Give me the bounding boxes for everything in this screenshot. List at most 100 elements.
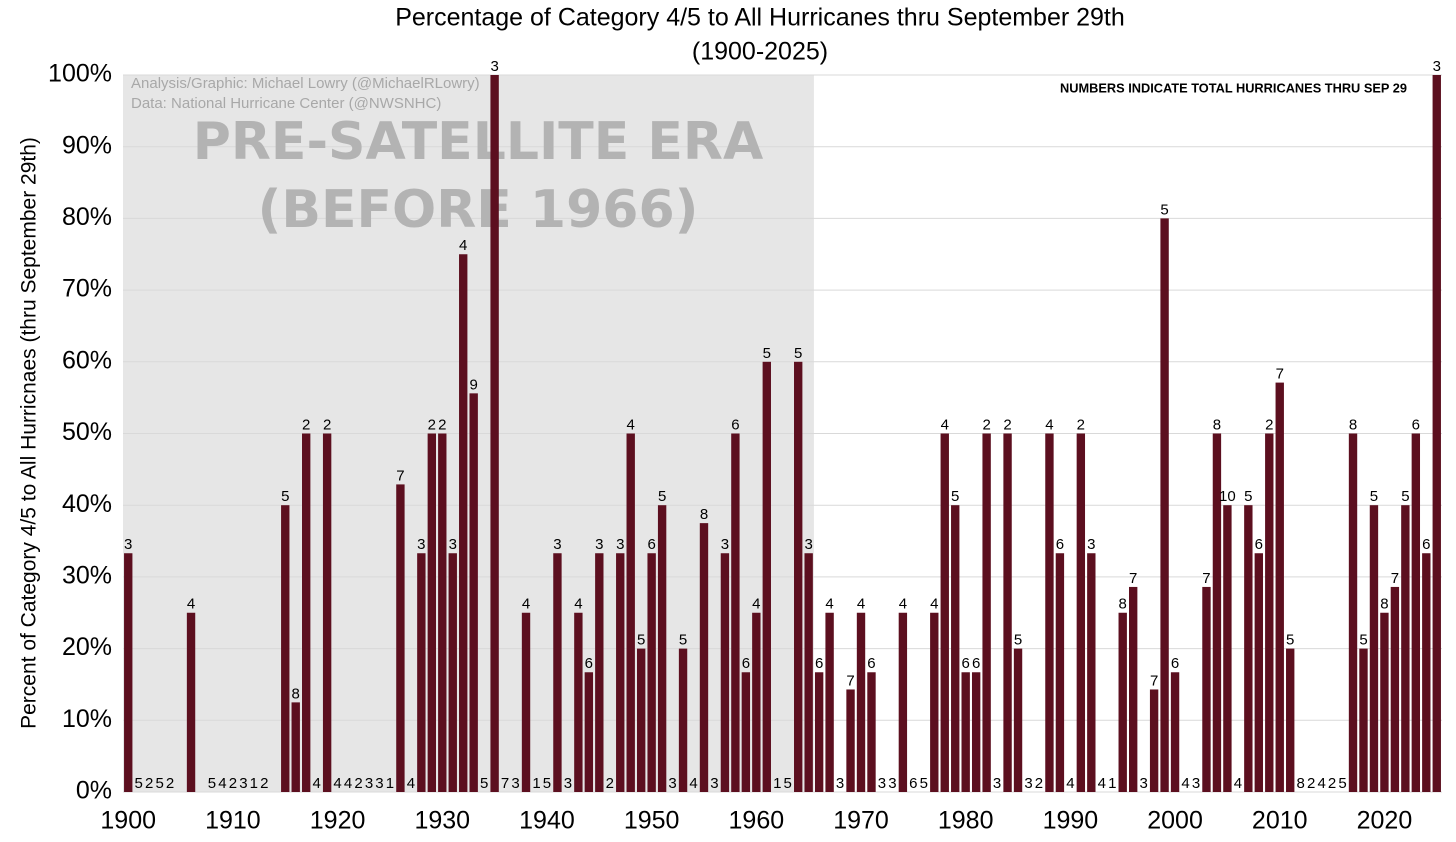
x-tick-label: 1950 — [624, 807, 680, 835]
bar — [982, 433, 991, 792]
y-tick-label: 90% — [62, 131, 112, 159]
total-label: 6 — [1422, 536, 1430, 553]
total-label: 2 — [323, 416, 331, 433]
total-label: 4 — [187, 596, 195, 613]
total-label: 7 — [501, 775, 509, 792]
total-label: 5 — [1370, 488, 1378, 505]
credit: Data: National Hurricane Center (@NWSNHC… — [131, 95, 441, 112]
total-label: 3 — [836, 775, 844, 792]
bar — [1401, 505, 1410, 792]
total-label: 5 — [658, 488, 666, 505]
bar — [1359, 648, 1368, 792]
total-label: 6 — [867, 655, 875, 672]
bar — [1076, 433, 1086, 792]
bar — [1286, 648, 1295, 792]
total-label: 4 — [344, 775, 352, 792]
bar — [1170, 672, 1180, 792]
bar — [1223, 505, 1232, 792]
bar — [186, 612, 196, 792]
bar — [1390, 586, 1400, 792]
total-label: 5 — [480, 775, 488, 792]
bar — [1128, 586, 1138, 792]
x-tick-label: 1980 — [938, 807, 994, 835]
y-tick-label: 0% — [76, 777, 112, 805]
total-label: 3 — [417, 536, 425, 553]
total-label: 8 — [292, 685, 300, 702]
x-tick-label: 1990 — [1043, 807, 1099, 835]
bar — [1380, 612, 1389, 792]
bar — [553, 553, 562, 792]
total-label: 7 — [1276, 366, 1284, 383]
x-tick-label: 1920 — [310, 807, 366, 835]
total-label: 4 — [857, 596, 865, 613]
total-label: 8 — [1119, 596, 1127, 613]
bar — [1149, 689, 1159, 792]
total-label: 3 — [668, 775, 676, 792]
total-label: 2 — [1003, 416, 1011, 433]
credit: Analysis/Graphic: Michael Lowry (@Michae… — [131, 75, 480, 92]
total-label: 3 — [511, 775, 519, 792]
total-label: 6 — [962, 655, 970, 672]
total-label: 4 — [218, 775, 226, 792]
total-label: 3 — [721, 536, 729, 553]
total-label: 7 — [1391, 570, 1399, 587]
total-label: 1 — [773, 775, 781, 792]
total-label: 6 — [742, 655, 750, 672]
total-label: 7 — [846, 672, 854, 689]
y-tick-label: 80% — [62, 203, 112, 231]
total-label: 5 — [155, 775, 163, 792]
total-label: 3 — [993, 775, 1001, 792]
bar — [626, 433, 635, 792]
total-label: 3 — [124, 536, 132, 553]
bar — [647, 553, 656, 792]
x-tick-label: 1970 — [833, 807, 889, 835]
x-tick-label: 1940 — [519, 807, 575, 835]
total-label: 2 — [1307, 775, 1315, 792]
bar — [1045, 433, 1054, 792]
total-label: 3 — [553, 536, 561, 553]
total-label: 6 — [647, 536, 655, 553]
bar — [678, 648, 688, 792]
bar — [1118, 612, 1127, 792]
bar — [731, 433, 740, 792]
total-label: 5 — [208, 775, 216, 792]
total-label: 3 — [888, 775, 896, 792]
total-label: 2 — [428, 416, 436, 433]
chart-subtitle: (1900-2025) — [692, 38, 828, 66]
background-layer — [123, 74, 1442, 793]
total-label: 5 — [281, 488, 289, 505]
total-label: 3 — [1087, 536, 1095, 553]
total-label: 2 — [260, 775, 268, 792]
total-label: 5 — [951, 488, 959, 505]
total-label: 4 — [825, 596, 833, 613]
total-label: 4 — [689, 775, 697, 792]
total-label: 5 — [543, 775, 551, 792]
total-label: 3 — [804, 536, 812, 553]
bar — [396, 484, 405, 792]
x-tick-label: 1900 — [100, 807, 156, 835]
total-label: 5 — [1401, 488, 1409, 505]
total-label: 3 — [1139, 775, 1147, 792]
total-label: 6 — [1056, 536, 1064, 553]
total-label: 5 — [1244, 488, 1252, 505]
total-label: 1 — [250, 775, 258, 792]
bar — [636, 648, 646, 792]
total-label: 2 — [982, 416, 990, 433]
era-label: (BEFORE 1966) — [258, 180, 699, 240]
bar — [1422, 553, 1431, 792]
total-label: 1 — [1108, 775, 1116, 792]
bar — [427, 433, 437, 792]
x-tick-label: 2020 — [1357, 807, 1413, 835]
bar — [302, 433, 311, 792]
bar — [971, 672, 981, 792]
bar — [657, 505, 667, 792]
total-label: 5 — [679, 632, 687, 649]
bar — [1411, 433, 1421, 792]
bar — [1369, 505, 1379, 792]
total-label: 8 — [1380, 596, 1388, 613]
bar — [846, 689, 855, 792]
total-label: 6 — [731, 416, 739, 433]
total-label: 5 — [794, 345, 802, 362]
bar — [804, 553, 813, 792]
total-label: 8 — [1213, 416, 1221, 433]
